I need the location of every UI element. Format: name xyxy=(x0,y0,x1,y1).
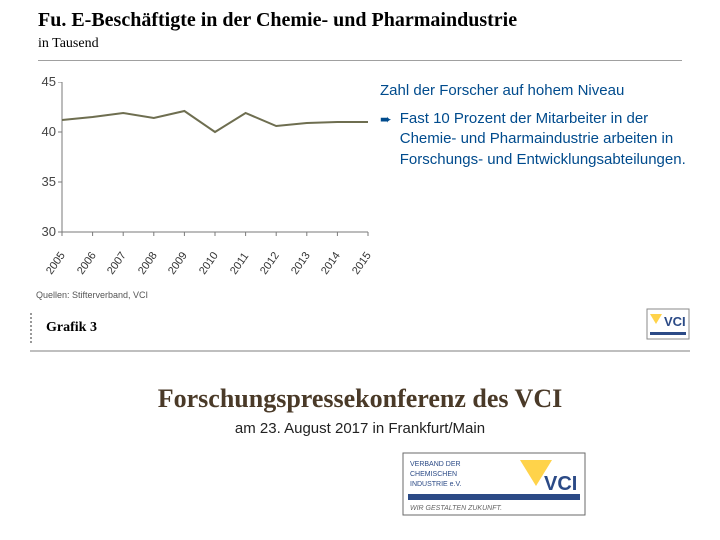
page-headline: Forschungspressekonferenz des VCI xyxy=(0,384,720,414)
line-chart-svg xyxy=(34,82,374,256)
x-tick-label: 2012 xyxy=(258,250,282,277)
svg-text:VCI: VCI xyxy=(664,314,686,329)
svg-text:INDUSTRIE e.V.: INDUSTRIE e.V. xyxy=(410,481,462,488)
grafik-label: Grafik 3 xyxy=(46,320,97,336)
x-tick-label: 2015 xyxy=(350,250,374,277)
bullet-arrow-icon: ➨ xyxy=(380,111,392,128)
svg-text:VCI: VCI xyxy=(544,473,577,495)
title-divider xyxy=(38,60,682,61)
vci-logo-small-svg: VCI xyxy=(646,308,690,340)
callout-text: Fast 10 Prozent der Mitarbeiter in der C… xyxy=(400,109,690,170)
chart-source: Quellen: Stifterverband, VCI xyxy=(36,290,148,300)
svg-text:WIR GESTALTEN ZUKUNFT.: WIR GESTALTEN ZUKUNFT. xyxy=(410,505,502,512)
grafik-row: Grafik 3 VCI xyxy=(30,310,690,346)
y-tick-label: 40 xyxy=(34,124,56,139)
y-tick-label: 35 xyxy=(34,174,56,189)
x-tick-label: 2009 xyxy=(166,250,190,277)
x-tick-label: 2007 xyxy=(105,250,129,277)
vci-logo-large: VCI VERBAND DER CHEMISCHEN INDUSTRIE e.V. WI… xyxy=(402,452,586,516)
x-axis-labels: 2005200620072008200920102011201220132014… xyxy=(34,250,374,288)
callout-block: Zahl der Forscher auf hohem Niveau ➨ Fas… xyxy=(380,82,690,170)
x-tick-label: 2011 xyxy=(228,251,251,277)
chart-title: Fu. E-Beschäftigte in der Chemie- und Ph… xyxy=(38,8,682,32)
svg-text:VERBAND DER: VERBAND DER xyxy=(410,461,461,468)
x-tick-label: 2014 xyxy=(319,250,343,277)
vci-logo-small: VCI xyxy=(646,308,690,340)
svg-text:CHEMISCHEN: CHEMISCHEN xyxy=(410,471,457,478)
y-tick-label: 30 xyxy=(34,224,56,239)
y-tick-label: 45 xyxy=(34,74,56,89)
dotted-divider xyxy=(30,313,36,343)
x-tick-label: 2005 xyxy=(44,250,68,277)
callout-title: Zahl der Forscher auf hohem Niveau xyxy=(380,82,690,99)
x-tick-label: 2010 xyxy=(197,250,221,277)
x-tick-label: 2013 xyxy=(289,250,313,277)
page-sub-headline: am 23. August 2017 in Frankfurt/Main xyxy=(0,420,720,437)
section-divider xyxy=(30,350,690,352)
chart-subtitle: in Tausend xyxy=(38,36,682,52)
x-tick-label: 2006 xyxy=(75,250,99,277)
line-chart: 30354045 xyxy=(34,82,374,256)
vci-logo-large-svg: VCI VERBAND DER CHEMISCHEN INDUSTRIE e.V. WI… xyxy=(402,452,586,516)
x-tick-label: 2008 xyxy=(136,250,160,277)
